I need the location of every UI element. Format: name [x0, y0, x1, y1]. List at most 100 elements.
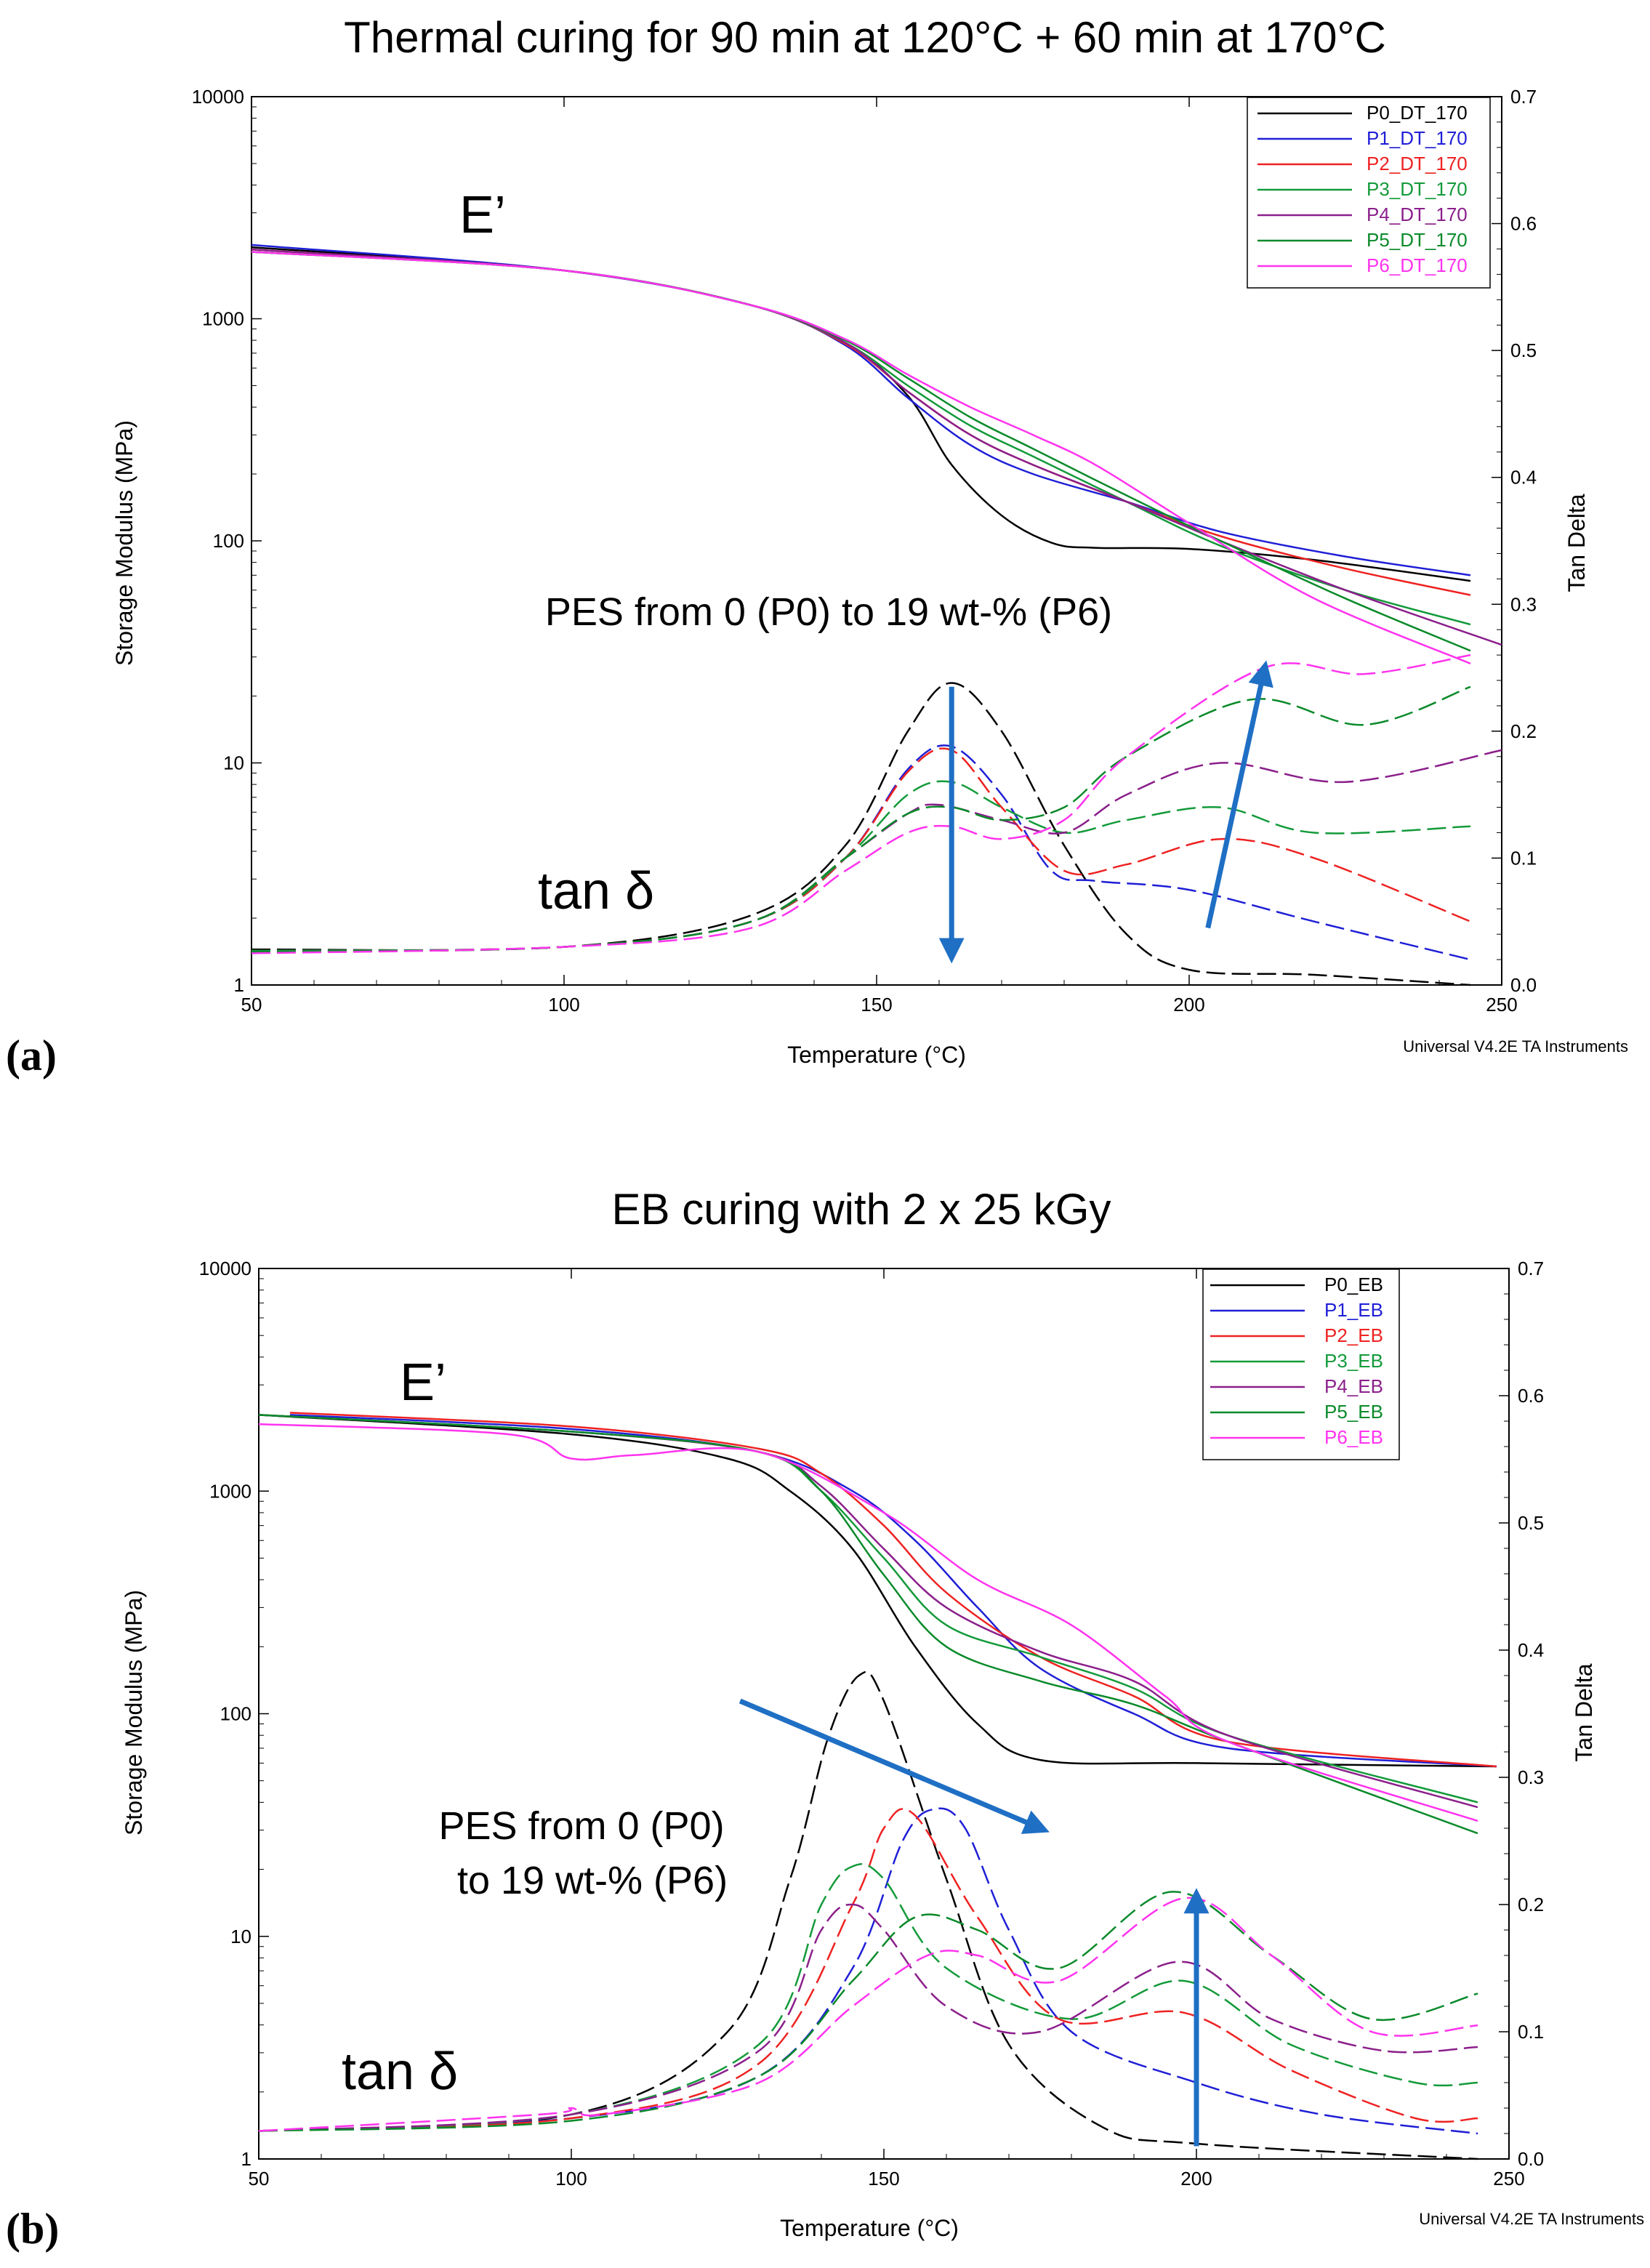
- y-right-tick-label: 0.0: [1510, 974, 1537, 996]
- plot-area: 50 100 150 200 250 1 10 100 1000 10000 0.0 0.1 0.2 0.…: [199, 1258, 1544, 2189]
- y-left-tick-label: 10: [230, 1926, 251, 1947]
- legend-label-p3: P3_EB: [1324, 1350, 1383, 1372]
- tan-delta-line-p5: [258, 1891, 1478, 2132]
- y-left-tick-label: 1: [234, 974, 244, 996]
- legend-label-p0: P0_DT_170: [1367, 102, 1468, 124]
- y-right-tick-label: 0.1: [1518, 2021, 1544, 2043]
- legend-label-p2: P2_EB: [1324, 1324, 1383, 1346]
- y-left-tick-label: 10: [223, 752, 244, 774]
- y-right-tick-label: 0.2: [1518, 1894, 1544, 1915]
- modulus-line-p5: [258, 1414, 1478, 1835]
- modulus-line-p0: [251, 246, 1471, 582]
- modulus-line-p6: [251, 251, 1471, 665]
- x-tick-label: 250: [1486, 994, 1517, 1016]
- y-left-tick-label: 1000: [202, 308, 244, 330]
- y-axis-left-title: Storage Modulus (MPa): [121, 1590, 147, 1835]
- y-left-tick-label: 100: [220, 1703, 251, 1725]
- tan-delta-curve-label: tan δ: [538, 862, 654, 920]
- legend-label-p2: P2_DT_170: [1367, 153, 1468, 174]
- x-axis-title: Temperature (°C): [787, 1042, 966, 1068]
- legend-label-p5: P5_EB: [1324, 1401, 1383, 1423]
- x-tick-label: 100: [548, 994, 579, 1016]
- modulus-line-p4: [251, 249, 1502, 646]
- y-right-tick-label: 0.5: [1518, 1512, 1544, 1534]
- chart-title: Thermal curing for 90 min at 120°C + 60 …: [344, 13, 1386, 62]
- tan-delta-line-p5: [251, 685, 1471, 953]
- x-tick-label: 150: [861, 994, 892, 1016]
- y-right-tick-label: 0.4: [1518, 1639, 1544, 1661]
- legend-label-p1: P1_EB: [1324, 1299, 1383, 1321]
- modulus-line-p2: [289, 1412, 1497, 1768]
- legend-label-p6: P6_EB: [1324, 1426, 1383, 1448]
- y-left-tick-label: 10000: [199, 1258, 251, 1279]
- legend-box: [1247, 97, 1491, 289]
- modulus-curve-label: E’: [400, 1354, 446, 1412]
- modulus-line-p2: [251, 249, 1471, 596]
- y-left-tick-label: 1: [241, 2148, 251, 2170]
- tan-delta-line-p4: [258, 1903, 1478, 2132]
- x-tick-label: 50: [241, 994, 262, 1016]
- panel-a: Thermal curing for 90 min at 120°C + 60 …: [6, 13, 1628, 1079]
- tan-delta-line-p6: [258, 1897, 1478, 2132]
- tan-delta-line-p0: [251, 682, 1471, 986]
- panel-label: (a): [6, 1032, 57, 1079]
- instrument-footer: Universal V4.2E TA Instruments: [1403, 1037, 1628, 1055]
- tan-delta-line-p6: [251, 654, 1471, 954]
- legend-label-p1: P1_DT_170: [1367, 127, 1468, 149]
- trend-arrow-2: [1205, 660, 1273, 929]
- trend-arrow-1: [739, 1698, 1050, 1834]
- y-right-tick-label: 0.3: [1518, 1766, 1544, 1788]
- instrument-footer: Universal V4.2E TA Instruments: [1419, 2210, 1644, 2228]
- y-left-tick-label: 10000: [192, 86, 244, 108]
- y-right-tick-label: 0.5: [1510, 339, 1537, 361]
- legend-label-p6: P6_DT_170: [1367, 254, 1468, 276]
- x-axis-title: Temperature (°C): [780, 2215, 959, 2241]
- legend-box: [1202, 1268, 1400, 1460]
- y-right-tick-label: 0.2: [1510, 720, 1537, 742]
- y-right-tick-label: 0.7: [1518, 1258, 1544, 1279]
- x-tick-label: 150: [868, 2168, 899, 2189]
- y-right-tick-label: 0.6: [1510, 213, 1537, 235]
- y-right-tick-label: 0.3: [1510, 593, 1537, 615]
- modulus-line-p0: [258, 1414, 1497, 1768]
- modulus-curve-label: E’: [459, 186, 506, 244]
- modulus-line-p6: [258, 1423, 1478, 1822]
- panel-label: (b): [6, 2205, 59, 2253]
- y-axis-right-title: Tan Delta: [1571, 1663, 1597, 1761]
- y-right-tick-label: 0.1: [1510, 847, 1537, 869]
- tan-delta-curve-label: tan δ: [342, 2043, 458, 2101]
- pes-annotation-line-2: to 19 wt-% (P6): [457, 1859, 728, 1902]
- x-tick-label: 200: [1173, 994, 1204, 1016]
- tan-delta-line-p3: [251, 780, 1471, 952]
- y-left-tick-label: 1000: [209, 1480, 251, 1502]
- x-tick-label: 250: [1493, 2168, 1524, 2189]
- legend-label-p5: P5_DT_170: [1367, 229, 1468, 251]
- pes-annotation-line-1: PES from 0 (P0): [438, 1804, 724, 1848]
- x-tick-label: 200: [1180, 2168, 1212, 2189]
- y-right-tick-label: 0.0: [1518, 2148, 1544, 2170]
- pes-annotation: PES from 0 (P0) to 19 wt-% (P6): [545, 590, 1112, 634]
- y-axis-left-title: Storage Modulus (MPa): [111, 420, 137, 666]
- tan-delta-line-p1: [251, 744, 1471, 961]
- modulus-line-p3: [258, 1414, 1478, 1803]
- legend-label-p4: P4_EB: [1324, 1375, 1383, 1397]
- y-left-tick-label: 100: [213, 530, 244, 552]
- modulus-line-p1: [251, 244, 1471, 576]
- legend-label-p0: P0_EB: [1324, 1274, 1383, 1295]
- plot-area: 50 100 150 200 250 1 10 100 1000 10000 0.0 0.1 0.2 0.…: [192, 86, 1537, 1016]
- y-axis-right-title: Tan Delta: [1564, 494, 1590, 592]
- legend: P0_DT_170 P1_DT_170 P2_DT_170 P3_DT_170 P4_D…: [1247, 97, 1491, 289]
- x-tick-label: 50: [249, 2168, 270, 2189]
- modulus-line-p4: [258, 1414, 1478, 1809]
- x-tick-label: 100: [555, 2168, 587, 2189]
- y-right-tick-label: 0.7: [1510, 86, 1537, 108]
- tan-delta-line-p2: [251, 747, 1471, 952]
- y-right-tick-label: 0.4: [1510, 467, 1537, 488]
- y-right-tick-label: 0.6: [1518, 1385, 1544, 1407]
- legend: P0_EB P1_EB P2_EB P3_EB P4_EB P5_EB P6_EB: [1202, 1268, 1400, 1460]
- tan-delta-line-p0: [258, 1670, 1478, 2160]
- chart-title: EB curing with 2 x 25 kGy: [612, 1185, 1111, 1234]
- panel-b: EB curing with 2 x 25 kGy 50 100 150 200 250…: [6, 1185, 1644, 2253]
- tan-delta-line-p2: [258, 1808, 1478, 2132]
